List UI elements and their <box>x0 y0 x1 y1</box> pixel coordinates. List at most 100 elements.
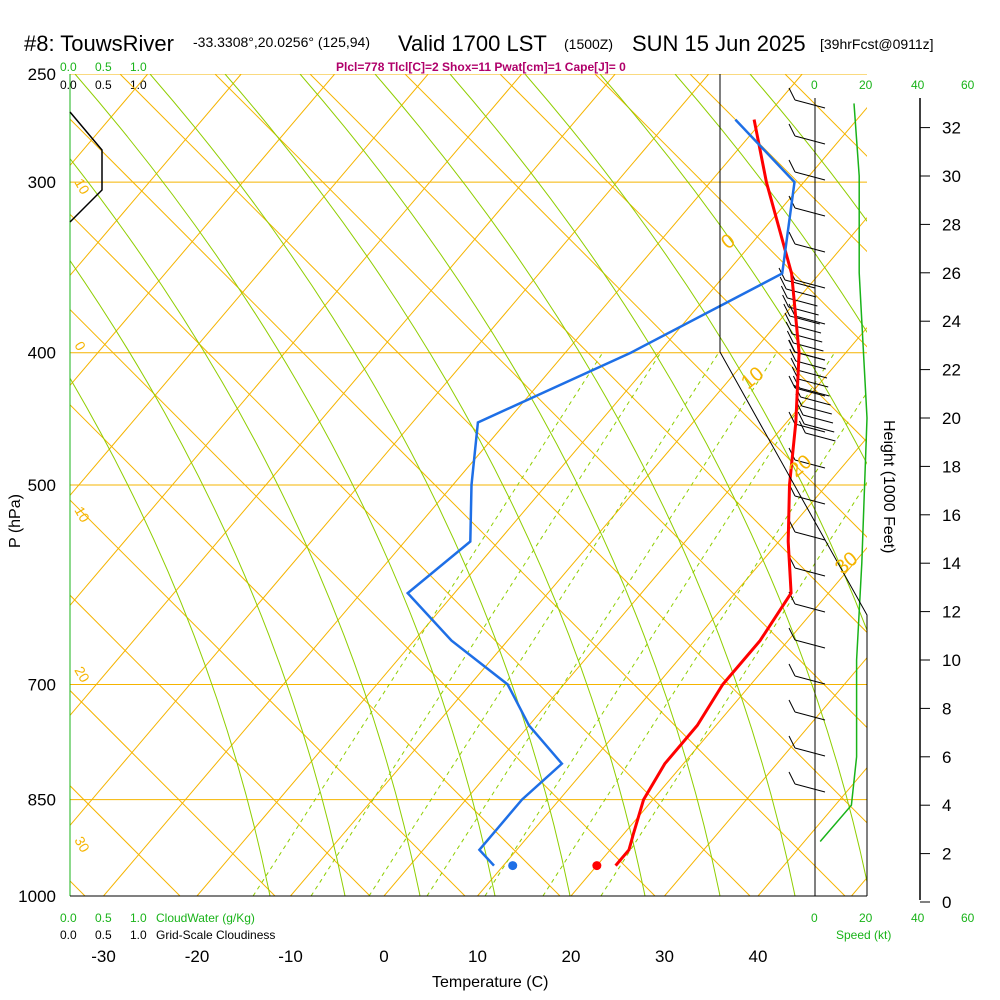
height-tick-label: 2 <box>942 845 951 864</box>
temperature-tick-label: 30 <box>655 947 674 966</box>
height-tick-label: 32 <box>942 119 961 138</box>
isotherm-line <box>70 74 710 827</box>
moist-adiabat <box>299 74 721 896</box>
isotherm-line <box>70 74 242 277</box>
dry-adiabat <box>880 74 1000 896</box>
isotherm-line <box>103 74 803 896</box>
speed-tick-bottom: 40 <box>911 911 925 925</box>
isotherm-line <box>851 876 867 896</box>
dry-adiabat <box>214 74 867 729</box>
isotherm-line <box>664 656 867 896</box>
surface-temperature-point <box>592 861 602 871</box>
isotherm-line <box>945 74 1000 896</box>
dry-adiabat <box>70 499 466 896</box>
mixing-ratio-label: 20 <box>587 899 607 919</box>
isotherm-line <box>477 436 867 896</box>
wind-barb <box>797 411 835 433</box>
forecast-run: [39hrFcst@0911z] <box>820 36 934 52</box>
dry-adiabat <box>70 308 656 896</box>
sounding-indices: Plcl=778 Tlcl[C]=2 Shox=11 Pwat[cm]=1 Ca… <box>336 60 626 74</box>
moist-adiabat <box>374 74 796 896</box>
wind-barb <box>798 420 836 442</box>
moist-adiabat <box>674 74 867 334</box>
temperature-tick-label: -10 <box>278 947 303 966</box>
dry-adiabat <box>70 404 561 896</box>
dry-adiabat <box>594 74 867 348</box>
mixing-ratio-line <box>252 352 604 896</box>
moist-adiabat <box>449 74 867 885</box>
adiabat-label: 10 <box>737 363 768 394</box>
height-tick-label: 6 <box>942 748 951 767</box>
isotherm-label: 30 <box>71 834 93 856</box>
moist-adiabat <box>70 158 421 896</box>
height-tick-label: 4 <box>942 796 951 815</box>
height-tick-label: 0 <box>942 893 951 912</box>
dry-adiabat <box>309 74 867 634</box>
isotherm-line <box>70 74 336 387</box>
cloudwater-tick: 0.5 <box>95 911 112 925</box>
wind-barb <box>788 195 826 217</box>
mixing-ratio-label: 8 <box>471 906 488 920</box>
mixing-ratio-line <box>310 352 662 896</box>
moist-adiabat <box>599 74 867 465</box>
surface-dewpoint-point <box>508 861 518 871</box>
cloudiness-tick: 0.0 <box>60 78 77 92</box>
dry-adiabat <box>119 74 867 824</box>
dry-adiabat <box>70 118 846 896</box>
mixing-ratio-label: 5 <box>413 906 430 920</box>
isotherm-label: 10 <box>71 176 93 198</box>
cloudiness-tick: 0.5 <box>95 928 112 942</box>
speed-tick-top: 20 <box>859 78 873 92</box>
wind-barb <box>788 411 826 433</box>
height-tick-label: 16 <box>942 506 961 525</box>
moist-adiabat <box>149 74 571 896</box>
cloud-scale-top: 0.0 0.5 1.0 0.0 0.5 1.0 <box>60 60 147 92</box>
height-tick-label: 18 <box>942 457 961 476</box>
mixing-ratio-line <box>426 352 778 896</box>
speed-tick-top: 0 <box>811 78 818 92</box>
temperature-tick-label: 10 <box>468 947 487 966</box>
speed-tick-top: 60 <box>961 78 975 92</box>
height-tick-label: 28 <box>942 215 961 234</box>
moist-adiabat <box>70 259 346 896</box>
height-tick-label: 24 <box>942 312 961 331</box>
isotherm-line <box>570 546 867 896</box>
pressure-tick-label: 500 <box>28 476 56 495</box>
cloudiness-tick: 0.5 <box>95 78 112 92</box>
mixing-ratio-line <box>368 352 720 896</box>
temperature-tick-label: 20 <box>562 947 581 966</box>
speed-scale: 0 20 40 60 0 20 40 60 Speed (kt) <box>811 78 975 942</box>
isotherm-line <box>70 74 523 607</box>
wind-barb <box>788 159 826 181</box>
isotherm-line <box>290 216 867 896</box>
wind-barb <box>788 699 826 721</box>
dry-adiabat <box>70 689 276 896</box>
speed-label: Speed (kt) <box>836 928 891 942</box>
cloudwater-tick: 1.0 <box>130 911 147 925</box>
wind-panel <box>778 87 868 896</box>
wind-barb <box>789 348 826 370</box>
adiabat-label: 30 <box>831 548 862 579</box>
height-tick-label: 8 <box>942 699 951 718</box>
cloudwater-label: CloudWater (g/Kg) <box>156 911 255 925</box>
valid-time: Valid 1700 LST <box>398 31 547 56</box>
temperature-tick-label: -30 <box>91 947 116 966</box>
wind-barb <box>788 663 826 685</box>
height-tick-label: 12 <box>942 603 961 622</box>
wind-barb <box>788 231 826 253</box>
isotherm-line <box>70 74 429 497</box>
dewpoint-line <box>405 118 796 867</box>
temperature-line <box>614 119 801 867</box>
mixing-ratio-label: 3 <box>355 906 372 920</box>
wind-barb <box>788 771 826 793</box>
moist-adiabat <box>224 74 646 896</box>
isotherm-line <box>70 74 616 717</box>
pressure-tick-label: 1000 <box>18 887 56 906</box>
isotherm-label: 0 <box>71 339 89 354</box>
x-axis-title: Temperature (C) <box>432 974 548 991</box>
moist-adiabat <box>749 74 867 222</box>
cloudiness-tick: 1.0 <box>130 928 147 942</box>
mixing-ratio-line <box>542 391 867 896</box>
mixing-ratio-label: 12 <box>529 899 549 919</box>
